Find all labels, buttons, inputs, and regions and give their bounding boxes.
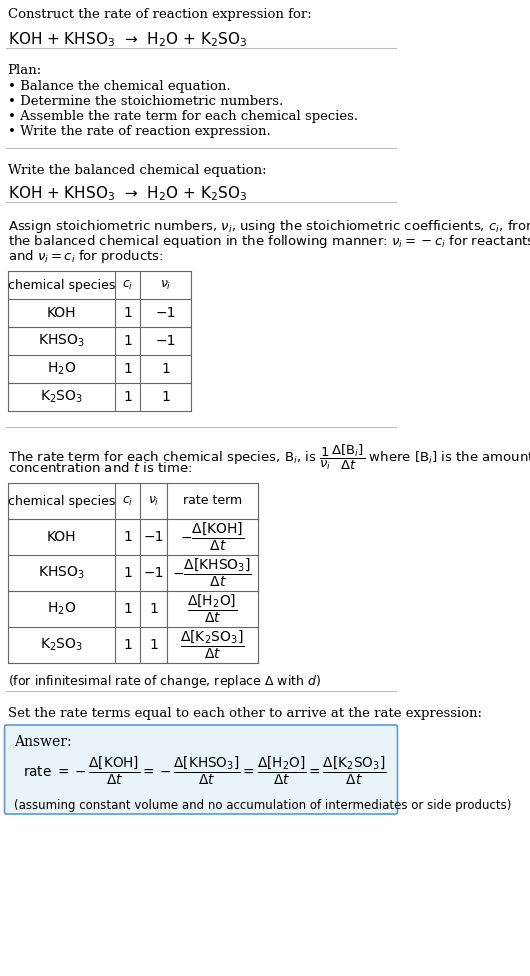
Text: Answer:: Answer: — [14, 735, 71, 749]
Text: chemical species: chemical species — [8, 495, 115, 508]
Text: (assuming constant volume and no accumulation of intermediates or side products): (assuming constant volume and no accumul… — [14, 799, 511, 812]
Text: rate $= -\dfrac{\Delta[\mathrm{KOH}]}{\Delta t} = -\dfrac{\Delta[\mathrm{KHSO_3}: rate $= -\dfrac{\Delta[\mathrm{KOH}]}{\D… — [23, 755, 386, 788]
Text: KOH + KHSO$_3$  →  H$_2$O + K$_2$SO$_3$: KOH + KHSO$_3$ → H$_2$O + K$_2$SO$_3$ — [7, 184, 246, 203]
Text: KOH + KHSO$_3$  →  H$_2$O + K$_2$SO$_3$: KOH + KHSO$_3$ → H$_2$O + K$_2$SO$_3$ — [7, 30, 246, 49]
Text: 1: 1 — [123, 334, 132, 348]
Text: 1: 1 — [123, 362, 132, 376]
Text: 1: 1 — [149, 638, 158, 652]
Text: • Balance the chemical equation.: • Balance the chemical equation. — [7, 80, 230, 93]
Text: $\dfrac{\Delta[\mathrm{K_2SO_3}]}{\Delta t}$: $\dfrac{\Delta[\mathrm{K_2SO_3}]}{\Delta… — [180, 629, 245, 661]
Text: • Assemble the rate term for each chemical species.: • Assemble the rate term for each chemic… — [7, 110, 358, 123]
Text: and $\nu_i = c_i$ for products:: and $\nu_i = c_i$ for products: — [7, 248, 163, 265]
Text: Plan:: Plan: — [7, 64, 42, 77]
Text: $c_i$: $c_i$ — [122, 495, 134, 508]
Text: KHSO$_3$: KHSO$_3$ — [38, 333, 85, 349]
Text: the balanced chemical equation in the following manner: $\nu_i = -c_i$ for react: the balanced chemical equation in the fo… — [7, 233, 530, 250]
Text: 1: 1 — [161, 362, 170, 376]
Text: • Determine the stoichiometric numbers.: • Determine the stoichiometric numbers. — [7, 95, 283, 108]
Text: 1: 1 — [149, 602, 158, 616]
Text: H$_2$O: H$_2$O — [47, 601, 76, 617]
Text: $\nu_i$: $\nu_i$ — [148, 495, 160, 508]
Text: Construct the rate of reaction expression for:: Construct the rate of reaction expressio… — [7, 8, 311, 21]
Text: • Write the rate of reaction expression.: • Write the rate of reaction expression. — [7, 125, 270, 138]
Text: −1: −1 — [155, 334, 176, 348]
FancyBboxPatch shape — [5, 725, 398, 814]
Text: 1: 1 — [123, 602, 132, 616]
Text: 1: 1 — [123, 530, 132, 544]
Text: chemical species: chemical species — [8, 278, 115, 292]
Text: KOH: KOH — [47, 530, 76, 544]
Text: Set the rate terms equal to each other to arrive at the rate expression:: Set the rate terms equal to each other t… — [7, 707, 482, 720]
Text: The rate term for each chemical species, B$_i$, is $\dfrac{1}{\nu_i}\dfrac{\Delt: The rate term for each chemical species,… — [7, 443, 530, 472]
Text: 1: 1 — [161, 390, 170, 404]
Text: KOH: KOH — [47, 306, 76, 320]
Text: concentration and $t$ is time:: concentration and $t$ is time: — [7, 461, 192, 475]
Text: 1: 1 — [123, 566, 132, 580]
Text: $-\dfrac{\Delta[\mathrm{KHSO_3}]}{\Delta t}$: $-\dfrac{\Delta[\mathrm{KHSO_3}]}{\Delta… — [172, 557, 252, 590]
Text: (for infinitesimal rate of change, replace Δ with $d$): (for infinitesimal rate of change, repla… — [7, 673, 321, 690]
Text: $c_i$: $c_i$ — [122, 278, 134, 292]
Text: 1: 1 — [123, 306, 132, 320]
Text: KHSO$_3$: KHSO$_3$ — [38, 565, 85, 581]
Text: $\nu_i$: $\nu_i$ — [160, 278, 171, 292]
Text: 1: 1 — [123, 638, 132, 652]
Text: H$_2$O: H$_2$O — [47, 361, 76, 377]
Text: 1: 1 — [123, 390, 132, 404]
Text: −1: −1 — [143, 530, 164, 544]
Text: K$_2$SO$_3$: K$_2$SO$_3$ — [40, 636, 83, 653]
Text: Assign stoichiometric numbers, $\nu_i$, using the stoichiometric coefficients, $: Assign stoichiometric numbers, $\nu_i$, … — [7, 218, 530, 235]
Text: −1: −1 — [155, 306, 176, 320]
Text: $-\dfrac{\Delta[\mathrm{KOH}]}{\Delta t}$: $-\dfrac{\Delta[\mathrm{KOH}]}{\Delta t}… — [180, 521, 244, 553]
Text: $\dfrac{\Delta[\mathrm{H_2O}]}{\Delta t}$: $\dfrac{\Delta[\mathrm{H_2O}]}{\Delta t}… — [187, 592, 237, 626]
Text: −1: −1 — [143, 566, 164, 580]
Text: rate term: rate term — [183, 495, 242, 508]
Text: K$_2$SO$_3$: K$_2$SO$_3$ — [40, 388, 83, 405]
Text: Write the balanced chemical equation:: Write the balanced chemical equation: — [7, 164, 266, 177]
